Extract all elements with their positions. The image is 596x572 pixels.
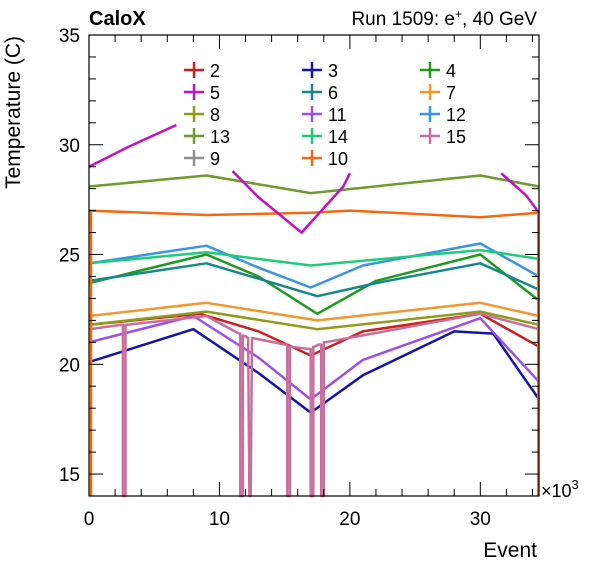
series-line-8 <box>88 310 540 331</box>
legend-label-7: 7 <box>446 83 456 103</box>
series-layer <box>88 123 541 498</box>
legend-label-4: 4 <box>446 61 456 81</box>
legend-label-3: 3 <box>328 61 338 81</box>
y-axis-label: Temperature (C) <box>2 36 25 189</box>
series-segment-0 <box>231 170 352 234</box>
legend-label-2: 2 <box>210 61 220 81</box>
series-line-10 <box>88 209 540 219</box>
legend-label-15: 15 <box>446 127 466 147</box>
x-tick-label-20: 20 <box>339 509 360 530</box>
series-line-3 <box>88 327 541 414</box>
y-tick-label-20: 20 <box>59 355 80 376</box>
series-line-6 <box>88 262 540 298</box>
plot-frame <box>88 34 540 497</box>
series-line-13 <box>88 174 540 195</box>
legend-label-6: 6 <box>328 83 338 103</box>
legend-label-13: 13 <box>210 127 230 147</box>
series-line-12 <box>88 242 540 289</box>
series-line-14 <box>88 248 540 267</box>
series-segment-1 <box>500 172 541 214</box>
legend-label-9: 9 <box>210 149 220 169</box>
x-axis-label: Event <box>483 539 537 562</box>
y-tick-label-15: 15 <box>59 465 80 486</box>
x-multiplier-label: ×103 <box>541 477 579 501</box>
legend-label-12: 12 <box>446 105 466 125</box>
x-tick-label-0: 0 <box>84 509 95 530</box>
series-line-4 <box>88 253 540 316</box>
legend-label-8: 8 <box>210 105 220 125</box>
legend: 2 3 4 5 6 7 8 11 12 13 14 15 9 10 <box>184 61 466 169</box>
legend-label-14: 14 <box>328 127 348 147</box>
legend-label-10: 10 <box>328 149 348 169</box>
y-tick-label-30: 30 <box>59 136 80 157</box>
y-tick-label-25: 25 <box>59 246 80 267</box>
header-right-label: Run 1509: e+, 40 GeV <box>351 7 537 30</box>
x-tick-label-30: 30 <box>470 509 491 530</box>
header-left-label: CaloX <box>89 8 146 30</box>
y-tick-label-35: 35 <box>59 26 80 47</box>
x-tick-label-10: 10 <box>209 509 230 530</box>
legend-label-5: 5 <box>210 83 220 103</box>
series-line-7 <box>88 301 540 322</box>
series-line-15 <box>88 312 540 498</box>
series-line-5 <box>88 123 177 168</box>
legend-label-11: 11 <box>328 105 347 125</box>
